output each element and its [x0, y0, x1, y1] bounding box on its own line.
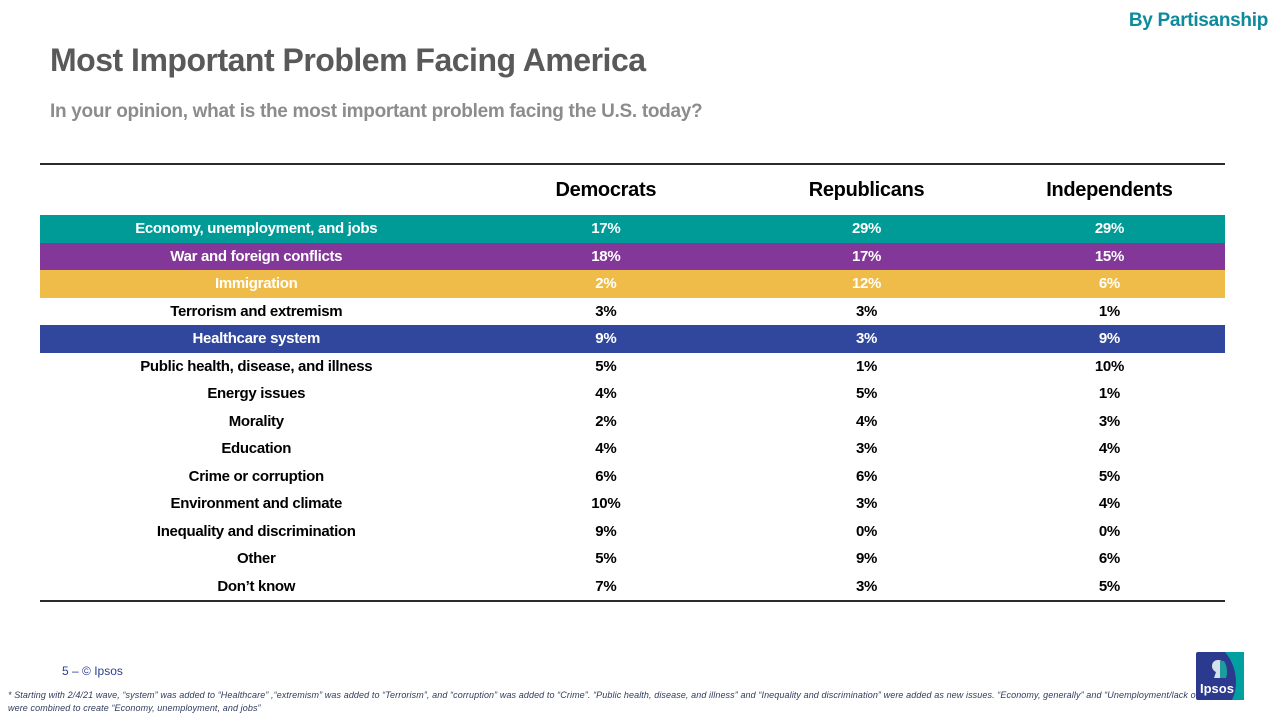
partisanship-tag: By Partisanship — [1128, 10, 1268, 31]
table-row: Crime or corruption 6% 6% 5% — [40, 463, 1225, 491]
cell-independents: 4% — [1098, 495, 1120, 513]
cell-independents: 6% — [1098, 275, 1120, 293]
cell-independents: 15% — [1094, 247, 1124, 265]
row-label: Energy issues — [207, 385, 306, 403]
row-label: Public health, disease, and illness — [140, 357, 373, 375]
cell-democrats: 6% — [595, 467, 617, 485]
table-row: Other 5% 9% 6% — [40, 545, 1225, 573]
row-label: Healthcare system — [192, 330, 321, 348]
cell-independents: 3% — [1098, 412, 1120, 430]
table-row: Don’t know 7% 3% 5% — [40, 573, 1225, 601]
cell-independents: 0% — [1098, 522, 1120, 540]
row-label: Economy, unemployment, and jobs — [135, 220, 378, 238]
cell-republicans: 6% — [855, 467, 878, 485]
table-row: Morality 2% 4% 3% — [40, 408, 1225, 436]
svg-text:Ipsos: Ipsos — [1200, 681, 1234, 696]
cell-democrats: 2% — [595, 412, 617, 430]
cell-democrats: 9% — [595, 522, 617, 540]
table-header-row: Democrats Republicans Independents — [40, 165, 1225, 215]
ipsos-logo-graphic: Ipsos — [1196, 652, 1244, 700]
cell-democrats: 3% — [595, 302, 617, 320]
cell-independents: 5% — [1098, 577, 1120, 595]
cell-republicans: 4% — [855, 412, 878, 430]
table-row: Healthcare system 9% 3% 9% — [40, 325, 1225, 353]
table-row: Inequality and discrimination 9% 0% 0% — [40, 518, 1225, 546]
row-label: Crime or corruption — [188, 467, 324, 485]
cell-republicans: 1% — [855, 357, 878, 375]
cell-republicans: 17% — [851, 247, 882, 265]
column-header-democrats: Democrats — [555, 178, 657, 201]
table-row: Immigration 2% 12% 6% — [40, 270, 1225, 298]
cell-independents: 5% — [1098, 467, 1120, 485]
row-label: War and foreign conflicts — [170, 247, 343, 265]
ipsos-logo: Ipsos — [1196, 652, 1244, 700]
column-header-independents: Independents — [1046, 178, 1173, 201]
footnote-text: * Starting with 2/4/21 wave, “system” wa… — [8, 690, 1221, 714]
cell-democrats: 10% — [591, 495, 621, 513]
table-row: Energy issues 4% 5% 1% — [40, 380, 1225, 408]
cell-democrats: 4% — [595, 440, 617, 458]
cell-independents: 29% — [1094, 220, 1124, 238]
cell-republicans: 5% — [855, 385, 878, 403]
cell-republicans: 0% — [855, 522, 878, 540]
cell-democrats: 9% — [595, 330, 617, 348]
cell-democrats: 7% — [595, 577, 617, 595]
page-title: Most Important Problem Facing America — [50, 42, 646, 78]
cell-republicans: 12% — [851, 275, 882, 293]
cell-republicans: 3% — [855, 577, 878, 595]
cell-independents: 1% — [1098, 385, 1120, 403]
cell-democrats: 2% — [595, 275, 617, 293]
cell-republicans: 3% — [855, 495, 878, 513]
table-row: Public health, disease, and illness 5% 1… — [40, 353, 1225, 381]
row-label: Terrorism and extremism — [170, 302, 343, 320]
row-label: Inequality and discrimination — [156, 522, 356, 540]
table-row: War and foreign conflicts 18% 17% 15% — [40, 242, 1225, 270]
cell-republicans: 3% — [855, 330, 878, 348]
column-header-republicans: Republicans — [808, 178, 925, 201]
table-row: Economy, unemployment, and jobs 17% 29% … — [40, 215, 1225, 243]
row-label: Other — [237, 550, 276, 568]
table-row: Terrorism and extremism 3% 3% 1% — [40, 298, 1225, 326]
row-label: Don’t know — [217, 577, 296, 595]
cell-independents: 1% — [1098, 302, 1120, 320]
cell-republicans: 9% — [855, 550, 878, 568]
page-subtitle: In your opinion, what is the most import… — [50, 101, 703, 122]
cell-republicans: 3% — [855, 440, 878, 458]
row-label: Education — [221, 440, 292, 458]
cell-independents: 4% — [1098, 440, 1120, 458]
cell-independents: 9% — [1098, 330, 1120, 348]
cell-democrats: 5% — [595, 550, 617, 568]
cell-democrats: 18% — [591, 247, 621, 265]
cell-republicans: 3% — [855, 302, 878, 320]
table-row: Environment and climate 10% 3% 4% — [40, 490, 1225, 518]
cell-democrats: 5% — [595, 357, 617, 375]
cell-republicans: 29% — [851, 220, 882, 238]
page-number-copyright: 5 ‒ © Ipsos — [62, 664, 123, 678]
row-label: Immigration — [214, 275, 298, 293]
cell-independents: 6% — [1098, 550, 1120, 568]
results-table: Democrats Republicans Independents Econo… — [40, 163, 1225, 602]
row-label: Environment and climate — [170, 495, 343, 513]
row-label: Morality — [228, 412, 284, 430]
cell-independents: 10% — [1094, 357, 1124, 375]
cell-democrats: 4% — [595, 385, 617, 403]
cell-democrats: 17% — [591, 220, 621, 238]
table-row: Education 4% 3% 4% — [40, 435, 1225, 463]
